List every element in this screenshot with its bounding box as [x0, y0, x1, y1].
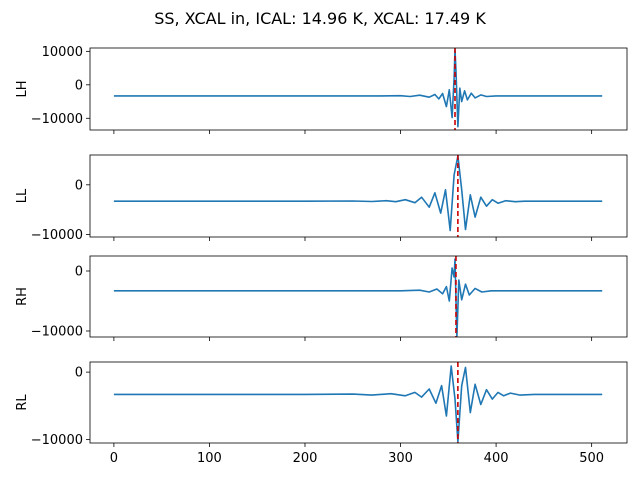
series-line-rl [113, 365, 603, 443]
y-tick-label: 0 [75, 78, 83, 93]
panels: 100000−10000LH0−10000LL0−10000RH0−100000… [15, 45, 628, 466]
y-axis-label-ll: LL [15, 188, 30, 203]
y-axis-label-rh: RH [15, 287, 30, 306]
y-tick-label: 0 [75, 366, 83, 381]
series-line-rh [113, 258, 603, 337]
x-tick-label: 300 [388, 451, 413, 466]
series-line-ll [113, 155, 603, 232]
y-axis-label-rl: RL [15, 394, 30, 411]
x-tick-label: 500 [579, 451, 604, 466]
axes-frame [89, 47, 628, 131]
y-tick-label: 0 [75, 265, 83, 280]
y-tick-label: 10000 [42, 45, 83, 60]
chart-title: SS, XCAL in, ICAL: 14.96 K, XCAL: 17.49 … [154, 9, 486, 28]
y-tick-label: −10000 [31, 228, 83, 243]
panel-rh: 0 −10000 RH [15, 255, 628, 341]
y-tick-label: −10000 [31, 433, 83, 448]
axes-frame [89, 154, 628, 238]
x-tick-label: 400 [484, 451, 509, 466]
y-axis-label-lh: LH [15, 80, 30, 97]
panel-rl: 0 −10000 0 100 200 300 400 500 RL [15, 361, 628, 466]
x-tick-label: 200 [293, 451, 318, 466]
y-tick-label: 0 [75, 178, 83, 193]
x-tick-label: 100 [197, 451, 222, 466]
series-line-lh [113, 48, 603, 128]
y-tick-label: −10000 [31, 325, 83, 340]
y-tick-label: −10000 [31, 112, 83, 127]
axes-frame [89, 361, 628, 444]
axes-frame [89, 255, 628, 338]
x-tick-label: 0 [110, 451, 118, 466]
panel-ll: 0 −10000 LL [15, 154, 628, 243]
